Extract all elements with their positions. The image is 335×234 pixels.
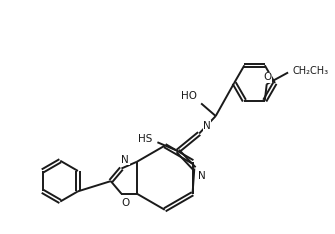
- Text: N: N: [203, 121, 211, 131]
- Text: N: N: [122, 155, 129, 165]
- Text: O: O: [121, 198, 129, 208]
- Text: CH₂CH₃: CH₂CH₃: [293, 66, 329, 76]
- Text: HO: HO: [181, 91, 197, 102]
- Text: O: O: [264, 72, 272, 82]
- Text: N: N: [198, 172, 206, 181]
- Text: HS: HS: [138, 134, 152, 144]
